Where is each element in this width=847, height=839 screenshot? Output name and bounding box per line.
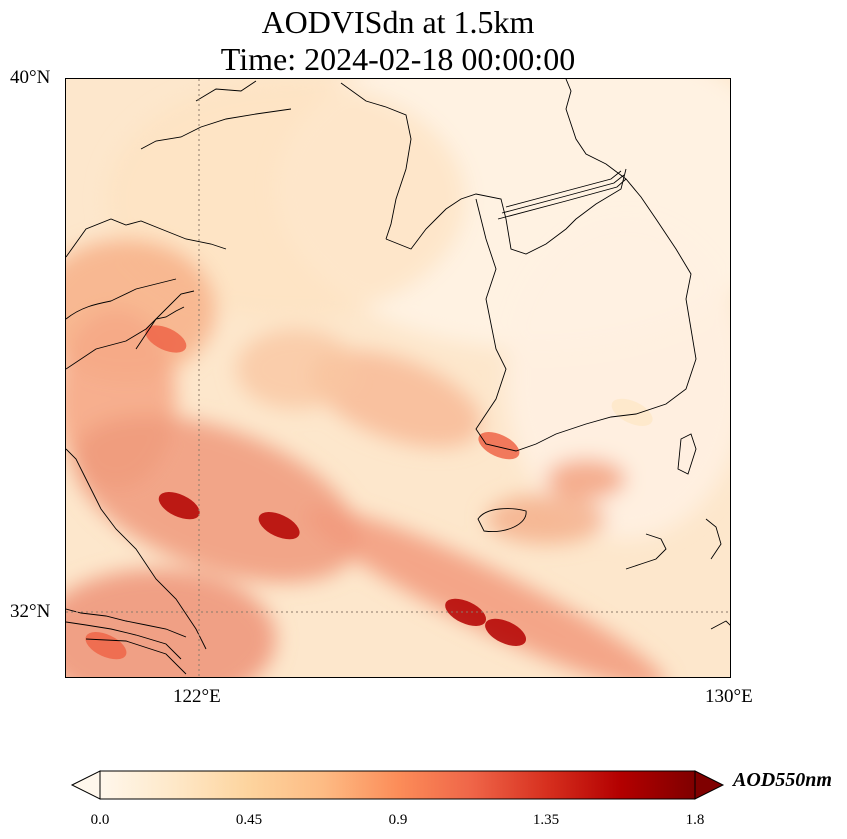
colorbar xyxy=(70,770,725,800)
map-panel xyxy=(65,78,731,678)
gridlines xyxy=(66,79,730,677)
aod-hotspot-7 xyxy=(611,398,653,426)
colorbar-tick-4: 1.8 xyxy=(685,812,705,828)
aod-hotspots xyxy=(85,325,653,660)
aod-field xyxy=(66,79,730,677)
colorbar-extend-min xyxy=(70,770,101,800)
lon-label-122: 122°E xyxy=(173,686,221,707)
coastlines xyxy=(66,79,730,675)
map-title: AODVISdn at 1.5km xyxy=(261,4,535,40)
aod-hotspot-5 xyxy=(85,632,127,660)
aod-hotspot-2 xyxy=(258,512,300,540)
colorbar-tick-2: 0.9 xyxy=(388,812,408,828)
lat-label-40: 40°N xyxy=(10,67,51,88)
colorbar-tick-3: 1.35 xyxy=(532,812,560,828)
colorbar-extend-max xyxy=(694,770,725,800)
map-subtitle: Time: 2024-02-18 00:00:00 xyxy=(220,41,576,77)
aod-hotspot-3 xyxy=(445,598,487,626)
lat-label-32: 32°N xyxy=(10,601,51,622)
aod-hotspot-6 xyxy=(478,432,520,460)
aod-hotspot-4 xyxy=(485,618,527,646)
colorbar-label: AOD550nm xyxy=(733,769,832,791)
aod-hotspot-0 xyxy=(145,325,187,353)
lon-label-130: 130°E xyxy=(705,686,753,707)
colorbar-tick-1: 0.45 xyxy=(235,812,263,828)
aod-hotspot-1 xyxy=(158,492,200,520)
colorbar-tick-0: 0.0 xyxy=(90,812,110,828)
aod-map xyxy=(66,79,730,677)
colorbar-gradient xyxy=(99,770,696,800)
